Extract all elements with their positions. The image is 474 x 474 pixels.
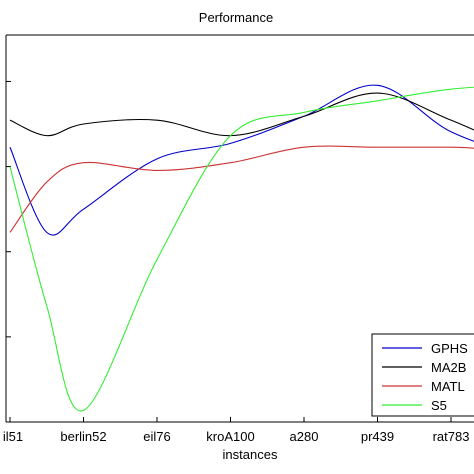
series-line-matl bbox=[9, 145, 474, 233]
x-tick-label: il51 bbox=[3, 429, 23, 444]
legend-label: MA2B bbox=[431, 360, 466, 375]
chart-title: Performance bbox=[199, 10, 273, 25]
x-axis-label: instances bbox=[223, 447, 278, 462]
x-tick-label: a280 bbox=[290, 429, 319, 444]
legend: GPHS MA2B MATL S5 bbox=[371, 333, 474, 417]
x-tick-label: eil76 bbox=[143, 429, 170, 444]
x-tick-label: kroA100 bbox=[206, 429, 254, 444]
series-line-gphs bbox=[9, 84, 474, 236]
series-line-ma2b bbox=[9, 92, 474, 137]
x-tick-label: rat783 bbox=[433, 429, 470, 444]
legend-label: MATL bbox=[431, 379, 465, 394]
plot-area: il51 berlin52 eil76 kroA100 a280 pr439 rat783 G… bbox=[3, 34, 474, 444]
legend-label: S5 bbox=[431, 398, 447, 413]
x-tick-label: berlin52 bbox=[60, 429, 106, 444]
series-line-s5 bbox=[9, 86, 474, 412]
legend-label: GPHS bbox=[431, 341, 468, 356]
x-tick-label: pr439 bbox=[361, 429, 394, 444]
